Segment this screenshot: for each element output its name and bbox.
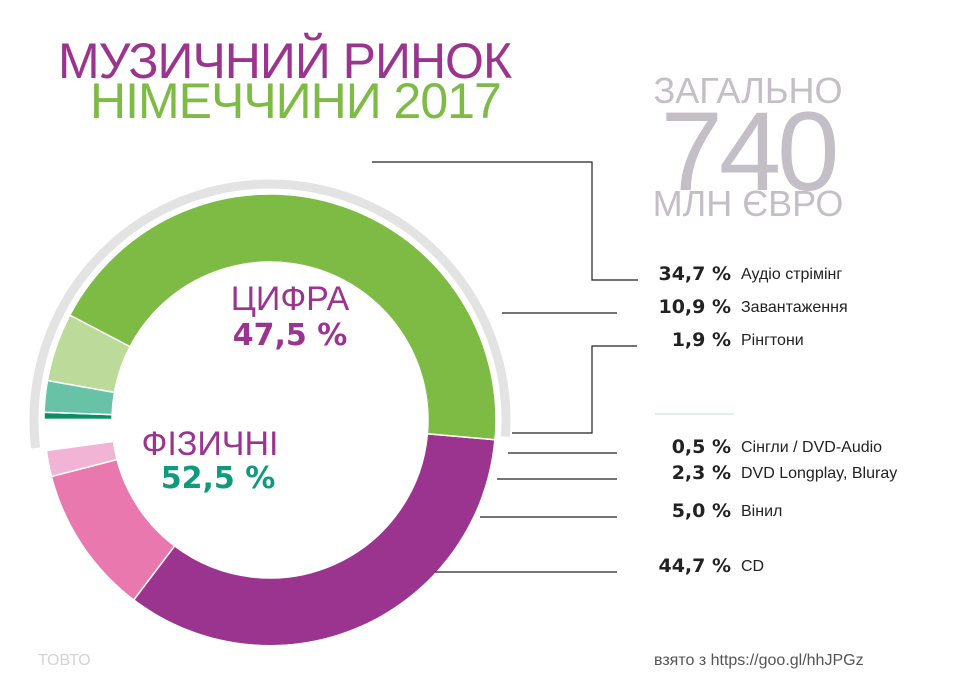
legend-label-5: DVD Longplay, Bluray [741,465,897,482]
footer-brand: ТОВТО [38,652,91,669]
slice-7 [68,193,497,441]
legend-value-6: 5,0 % [672,500,731,522]
legend-label-4: Сінгли / DVD-Audio [741,439,882,456]
leader-line-3 [512,345,637,434]
legend-label-1: Аудіо стрімінг [741,266,842,283]
title-line-1: МУЗИЧНИЙ РИНОК [58,33,512,89]
legend-value-4: 0,5 % [672,436,731,458]
legend-label-6: Вінил [741,503,782,520]
legend-label-2: Завантаження [741,299,848,316]
group-name-2: ФІЗИЧНІ [142,425,279,463]
total-label: ЗАГАЛЬНО [653,70,843,111]
legend-value-2: 10,9 % [658,296,731,318]
legend-label-7: CD [741,558,764,575]
legend-value-3: 1,9 % [672,329,731,351]
group-value-2: 52,5 % [161,461,276,496]
group-name-1: ЦИФРА [231,280,350,318]
total-value: 740 [660,89,840,214]
group-value-1: 47,5 % [233,318,348,353]
legend-label-3: Рінгтони [741,332,804,349]
footer-source: взято з https://goo.gl/hhJPGz [654,652,864,669]
leader-line-1 [372,161,638,281]
legend-value-7: 44,7 % [658,555,731,577]
legend-value-1: 34,7 % [658,263,731,285]
title-line-2: НІМЕЧЧИНИ 2017 [90,73,502,129]
total-unit: МЛН ЄВРО [652,183,844,224]
legend-value-5: 2,3 % [672,462,731,484]
